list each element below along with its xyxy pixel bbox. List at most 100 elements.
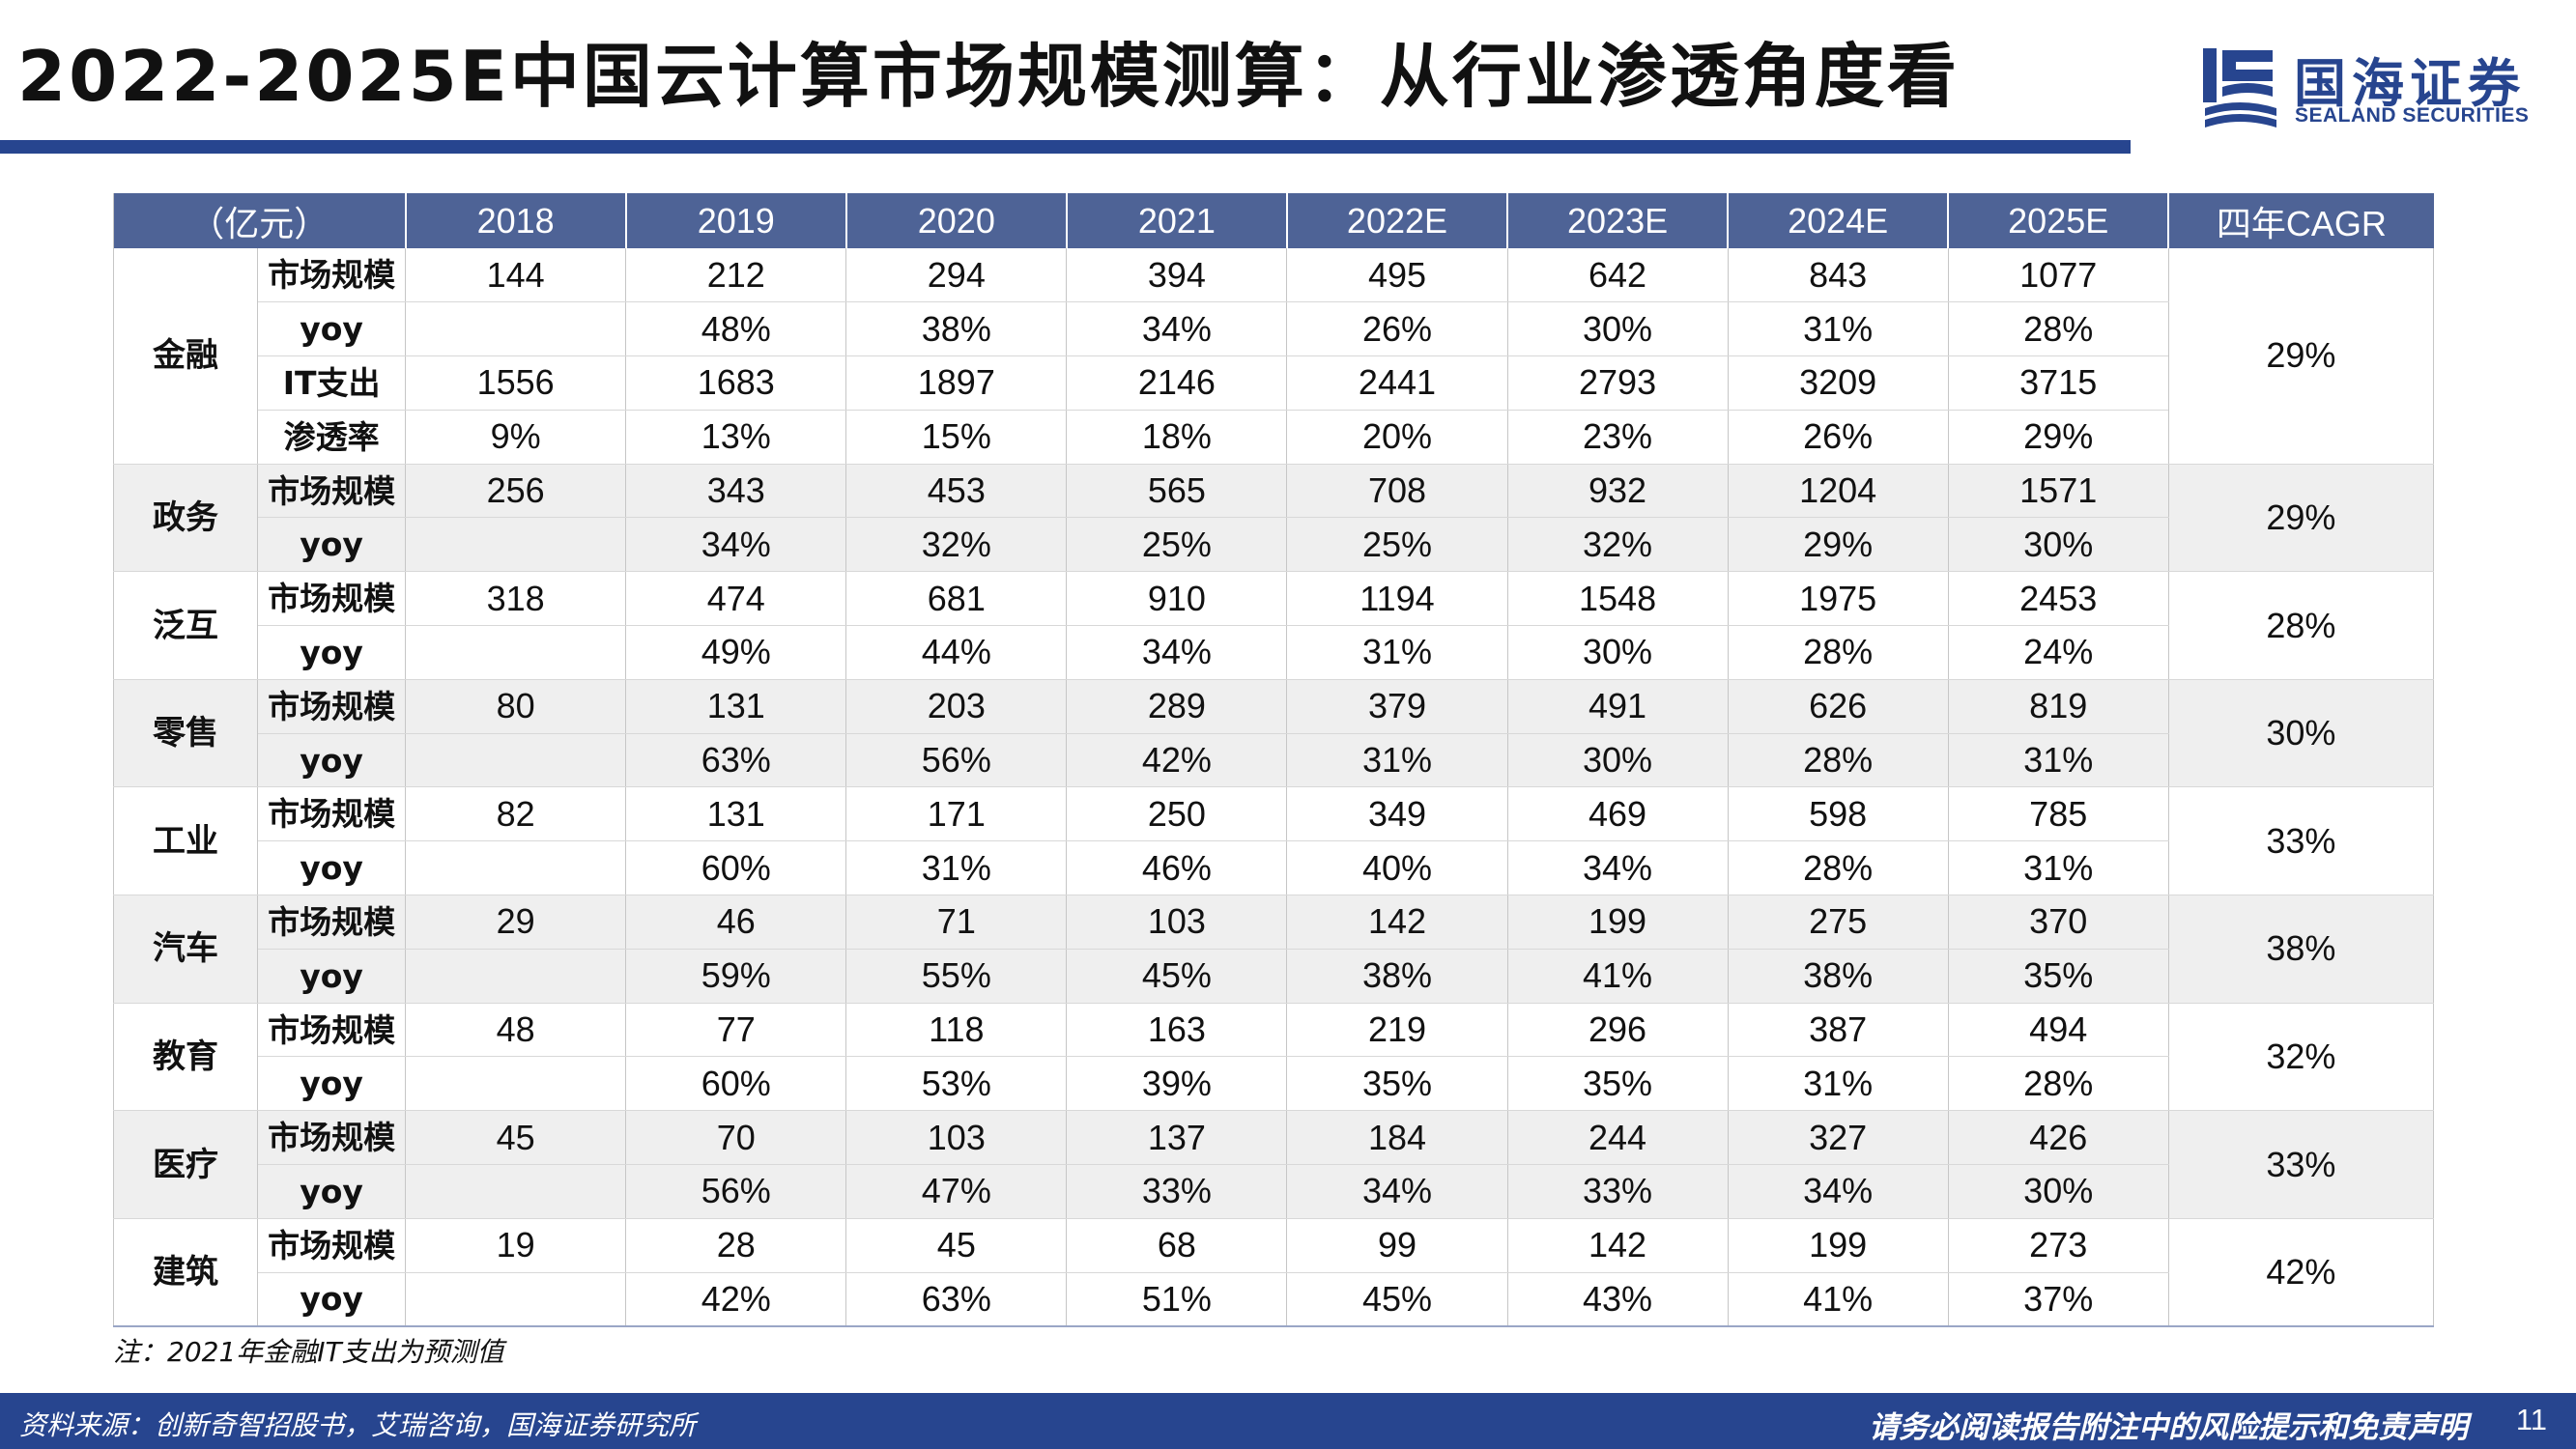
value-cell: 38% bbox=[845, 301, 1068, 357]
header-cell: 2023E bbox=[1507, 193, 1730, 248]
value-cell: 33% bbox=[1506, 1164, 1729, 1219]
cagr-cell: 29% bbox=[2167, 464, 2435, 573]
value-cell: 1975 bbox=[1727, 571, 1949, 627]
value-cell: 45 bbox=[405, 1110, 627, 1166]
value-cell: 20% bbox=[1286, 410, 1508, 465]
value-cell: 387 bbox=[1727, 1003, 1949, 1058]
value-cell: 41% bbox=[1506, 949, 1729, 1004]
value-cell: 199 bbox=[1727, 1218, 1949, 1273]
value-cell: 23% bbox=[1506, 410, 1729, 465]
value-cell: 49% bbox=[625, 625, 847, 680]
value-cell: 28 bbox=[625, 1218, 847, 1273]
value-cell: 46 bbox=[625, 895, 847, 950]
value-cell: 343 bbox=[625, 464, 847, 519]
value-cell: 31% bbox=[845, 840, 1068, 896]
cagr-cell: 32% bbox=[2167, 1003, 2435, 1112]
value-cell: 34% bbox=[1286, 1164, 1508, 1219]
table-note: 注：2021年金融IT支出为预测值 bbox=[113, 1336, 504, 1368]
value-cell: 142 bbox=[1506, 1218, 1729, 1273]
value-cell: 349 bbox=[1286, 786, 1508, 842]
table-body: 金融 市场规模 144 212 294 394 495 642 843 1077 29% yoy 48%… bbox=[112, 248, 2435, 1327]
value-cell: 71 bbox=[845, 895, 1068, 950]
value-cell: 118 bbox=[845, 1003, 1068, 1058]
value-cell: 30% bbox=[1506, 733, 1729, 788]
industry-label: 泛互 bbox=[112, 571, 259, 680]
value-cell bbox=[405, 517, 627, 573]
value-cell: 19 bbox=[405, 1218, 627, 1273]
value-cell: 35% bbox=[1947, 949, 2169, 1004]
value-cell: 474 bbox=[625, 571, 847, 627]
table-row: yoy 34% 32% 25% 25% 32% 29% 30% bbox=[114, 517, 2434, 573]
value-cell bbox=[405, 733, 627, 788]
metric-label: 渗透率 bbox=[257, 410, 407, 465]
value-cell: 45% bbox=[1066, 949, 1288, 1004]
metric-label: 市场规模 bbox=[257, 1003, 407, 1058]
industry-label: 建筑 bbox=[112, 1218, 259, 1327]
value-cell: 1556 bbox=[405, 355, 627, 411]
value-cell: 131 bbox=[625, 786, 847, 842]
table-row: 渗透率 9% 13% 15% 18% 20% 23% 26% 29% bbox=[114, 410, 2434, 465]
value-cell: 35% bbox=[1506, 1056, 1729, 1112]
header-cell: 2018 bbox=[405, 193, 627, 248]
value-cell bbox=[405, 1056, 627, 1112]
value-cell: 137 bbox=[1066, 1110, 1288, 1166]
value-cell: 34% bbox=[1727, 1164, 1949, 1219]
value-cell: 30% bbox=[1506, 625, 1729, 680]
sealand-logo-icon bbox=[2203, 48, 2276, 128]
value-cell: 34% bbox=[1066, 625, 1288, 680]
value-cell: 31% bbox=[1947, 733, 2169, 788]
value-cell: 68 bbox=[1066, 1218, 1288, 1273]
value-cell: 39% bbox=[1066, 1056, 1288, 1112]
value-cell: 30% bbox=[1506, 301, 1729, 357]
value-cell: 219 bbox=[1286, 1003, 1508, 1058]
cloud-market-table-container: （亿元） 2018 2019 2020 2021 2022E 2023E 2024E 2025E… bbox=[112, 193, 2435, 1327]
cagr-cell: 38% bbox=[2167, 895, 2435, 1004]
header-cell: 2021 bbox=[1066, 193, 1288, 248]
metric-label: 市场规模 bbox=[257, 786, 407, 842]
logo-chinese-name: 国海证券 bbox=[2294, 53, 2526, 114]
footer-disclaimer: 请务必阅读报告附注中的风险提示和免责声明 bbox=[1869, 1410, 2468, 1445]
value-cell: 1194 bbox=[1286, 571, 1508, 627]
value-cell: 491 bbox=[1506, 679, 1729, 734]
value-cell: 59% bbox=[625, 949, 847, 1004]
value-cell: 42% bbox=[1066, 733, 1288, 788]
value-cell: 275 bbox=[1727, 895, 1949, 950]
value-cell: 1077 bbox=[1947, 248, 2169, 303]
value-cell: 41% bbox=[1727, 1272, 1949, 1327]
value-cell: 13% bbox=[625, 410, 847, 465]
cagr-cell: 29% bbox=[2167, 248, 2435, 465]
value-cell: 244 bbox=[1506, 1110, 1729, 1166]
value-cell: 294 bbox=[845, 248, 1068, 303]
value-cell: 494 bbox=[1947, 1003, 2169, 1058]
industry-label: 教育 bbox=[112, 1003, 259, 1112]
value-cell: 70 bbox=[625, 1110, 847, 1166]
table-row: yoy 42% 63% 51% 45% 43% 41% 37% bbox=[114, 1272, 2434, 1327]
sealand-logo: 国海证券 SEALAND SECURITIES bbox=[2201, 44, 2559, 131]
metric-label: yoy bbox=[257, 1164, 407, 1219]
header-cell: 2022E bbox=[1286, 193, 1509, 248]
value-cell: 642 bbox=[1506, 248, 1729, 303]
value-cell: 47% bbox=[845, 1164, 1068, 1219]
header-cell: 2025E bbox=[1948, 193, 2170, 248]
metric-label: yoy bbox=[257, 1272, 407, 1327]
metric-label: yoy bbox=[257, 840, 407, 896]
cagr-cell: 28% bbox=[2167, 571, 2435, 680]
cagr-cell: 33% bbox=[2167, 1110, 2435, 1219]
footer-bar: 资料来源：创新奇智招股书，艾瑞咨询，国海证券研究所 请务必阅读报告附注中的风险提… bbox=[0, 1393, 2576, 1449]
table-row: 汽车 市场规模 29 46 71 103 142 199 275 370 38% bbox=[112, 895, 2435, 1004]
value-cell: 843 bbox=[1727, 248, 1949, 303]
value-cell: 2453 bbox=[1947, 571, 2169, 627]
value-cell: 51% bbox=[1066, 1272, 1288, 1327]
value-cell: 82 bbox=[405, 786, 627, 842]
value-cell: 63% bbox=[625, 733, 847, 788]
value-cell: 1897 bbox=[845, 355, 1068, 411]
value-cell: 24% bbox=[1947, 625, 2169, 680]
value-cell: 35% bbox=[1286, 1056, 1508, 1112]
value-cell: 296 bbox=[1506, 1003, 1729, 1058]
metric-label: 市场规模 bbox=[257, 464, 407, 519]
value-cell: 2441 bbox=[1286, 355, 1508, 411]
value-cell: 26% bbox=[1286, 301, 1508, 357]
industry-label: 金融 bbox=[112, 248, 259, 465]
table-row: 医疗 市场规模 45 70 103 137 184 244 327 426 33% bbox=[112, 1110, 2435, 1219]
value-cell: 2793 bbox=[1506, 355, 1729, 411]
